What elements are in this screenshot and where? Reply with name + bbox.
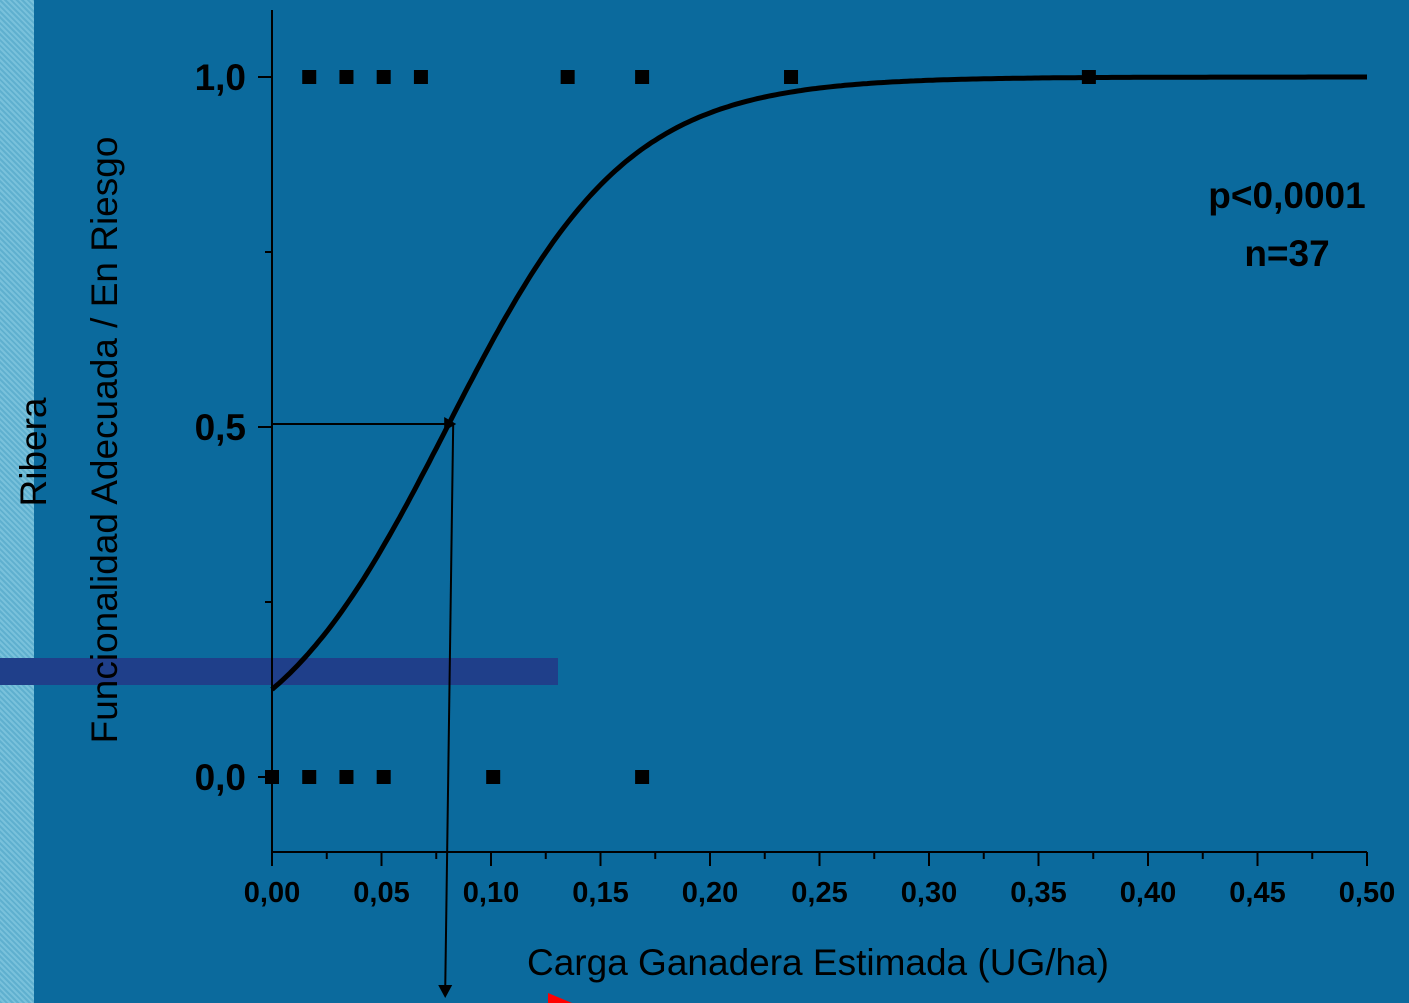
decorative-left-strip bbox=[0, 0, 34, 1003]
x-tick-label: 0,35 bbox=[1010, 877, 1066, 909]
threshold-vertical-line bbox=[444, 423, 455, 991]
data-point bbox=[784, 70, 799, 84]
x-tick-label: 0,40 bbox=[1120, 877, 1176, 909]
x-tick-label: 0,05 bbox=[353, 877, 409, 909]
arrowhead-right-icon bbox=[444, 417, 457, 431]
data-point bbox=[560, 70, 575, 84]
data-point bbox=[635, 70, 650, 84]
data-point bbox=[635, 770, 650, 784]
x-tick-label: 0,10 bbox=[463, 877, 519, 909]
x-tick-label: 0,20 bbox=[682, 877, 738, 909]
data-point bbox=[486, 770, 501, 784]
x-tick-label: 0,45 bbox=[1229, 877, 1285, 909]
data-point bbox=[376, 770, 391, 784]
y-tick-label: 0,0 bbox=[195, 757, 246, 798]
data-point bbox=[302, 70, 317, 84]
x-tick-label: 0,15 bbox=[572, 877, 628, 909]
y-tick-label: 0,5 bbox=[195, 407, 246, 448]
annotation-p-value: p<0,0001 bbox=[1208, 175, 1365, 216]
red-pointer-icon bbox=[548, 993, 572, 1003]
x-axis-label: Carga Ganadera Estimada (UG/ha) bbox=[527, 942, 1109, 983]
annotation-n: n=37 bbox=[1244, 233, 1329, 274]
y-axis-label-line2: Funcionalidad Adecuada / En Riesgo bbox=[84, 137, 125, 744]
data-point bbox=[339, 70, 354, 84]
data-point bbox=[413, 70, 428, 84]
data-point bbox=[339, 770, 354, 784]
data-point bbox=[376, 70, 391, 84]
data-point bbox=[265, 770, 279, 784]
x-tick-label: 0,30 bbox=[901, 877, 957, 909]
x-tick-label: 0,00 bbox=[244, 877, 300, 909]
data-point bbox=[1081, 70, 1096, 84]
y-axis-label-line1: Ribera bbox=[13, 397, 54, 506]
logistic-curve bbox=[270, 74, 1367, 692]
x-tick-label: 0,25 bbox=[791, 877, 847, 909]
arrowhead-down-icon bbox=[438, 985, 453, 998]
y-tick-label: 1,0 bbox=[195, 57, 246, 98]
x-tick-label: 0,50 bbox=[1339, 877, 1395, 909]
data-point bbox=[302, 770, 317, 784]
